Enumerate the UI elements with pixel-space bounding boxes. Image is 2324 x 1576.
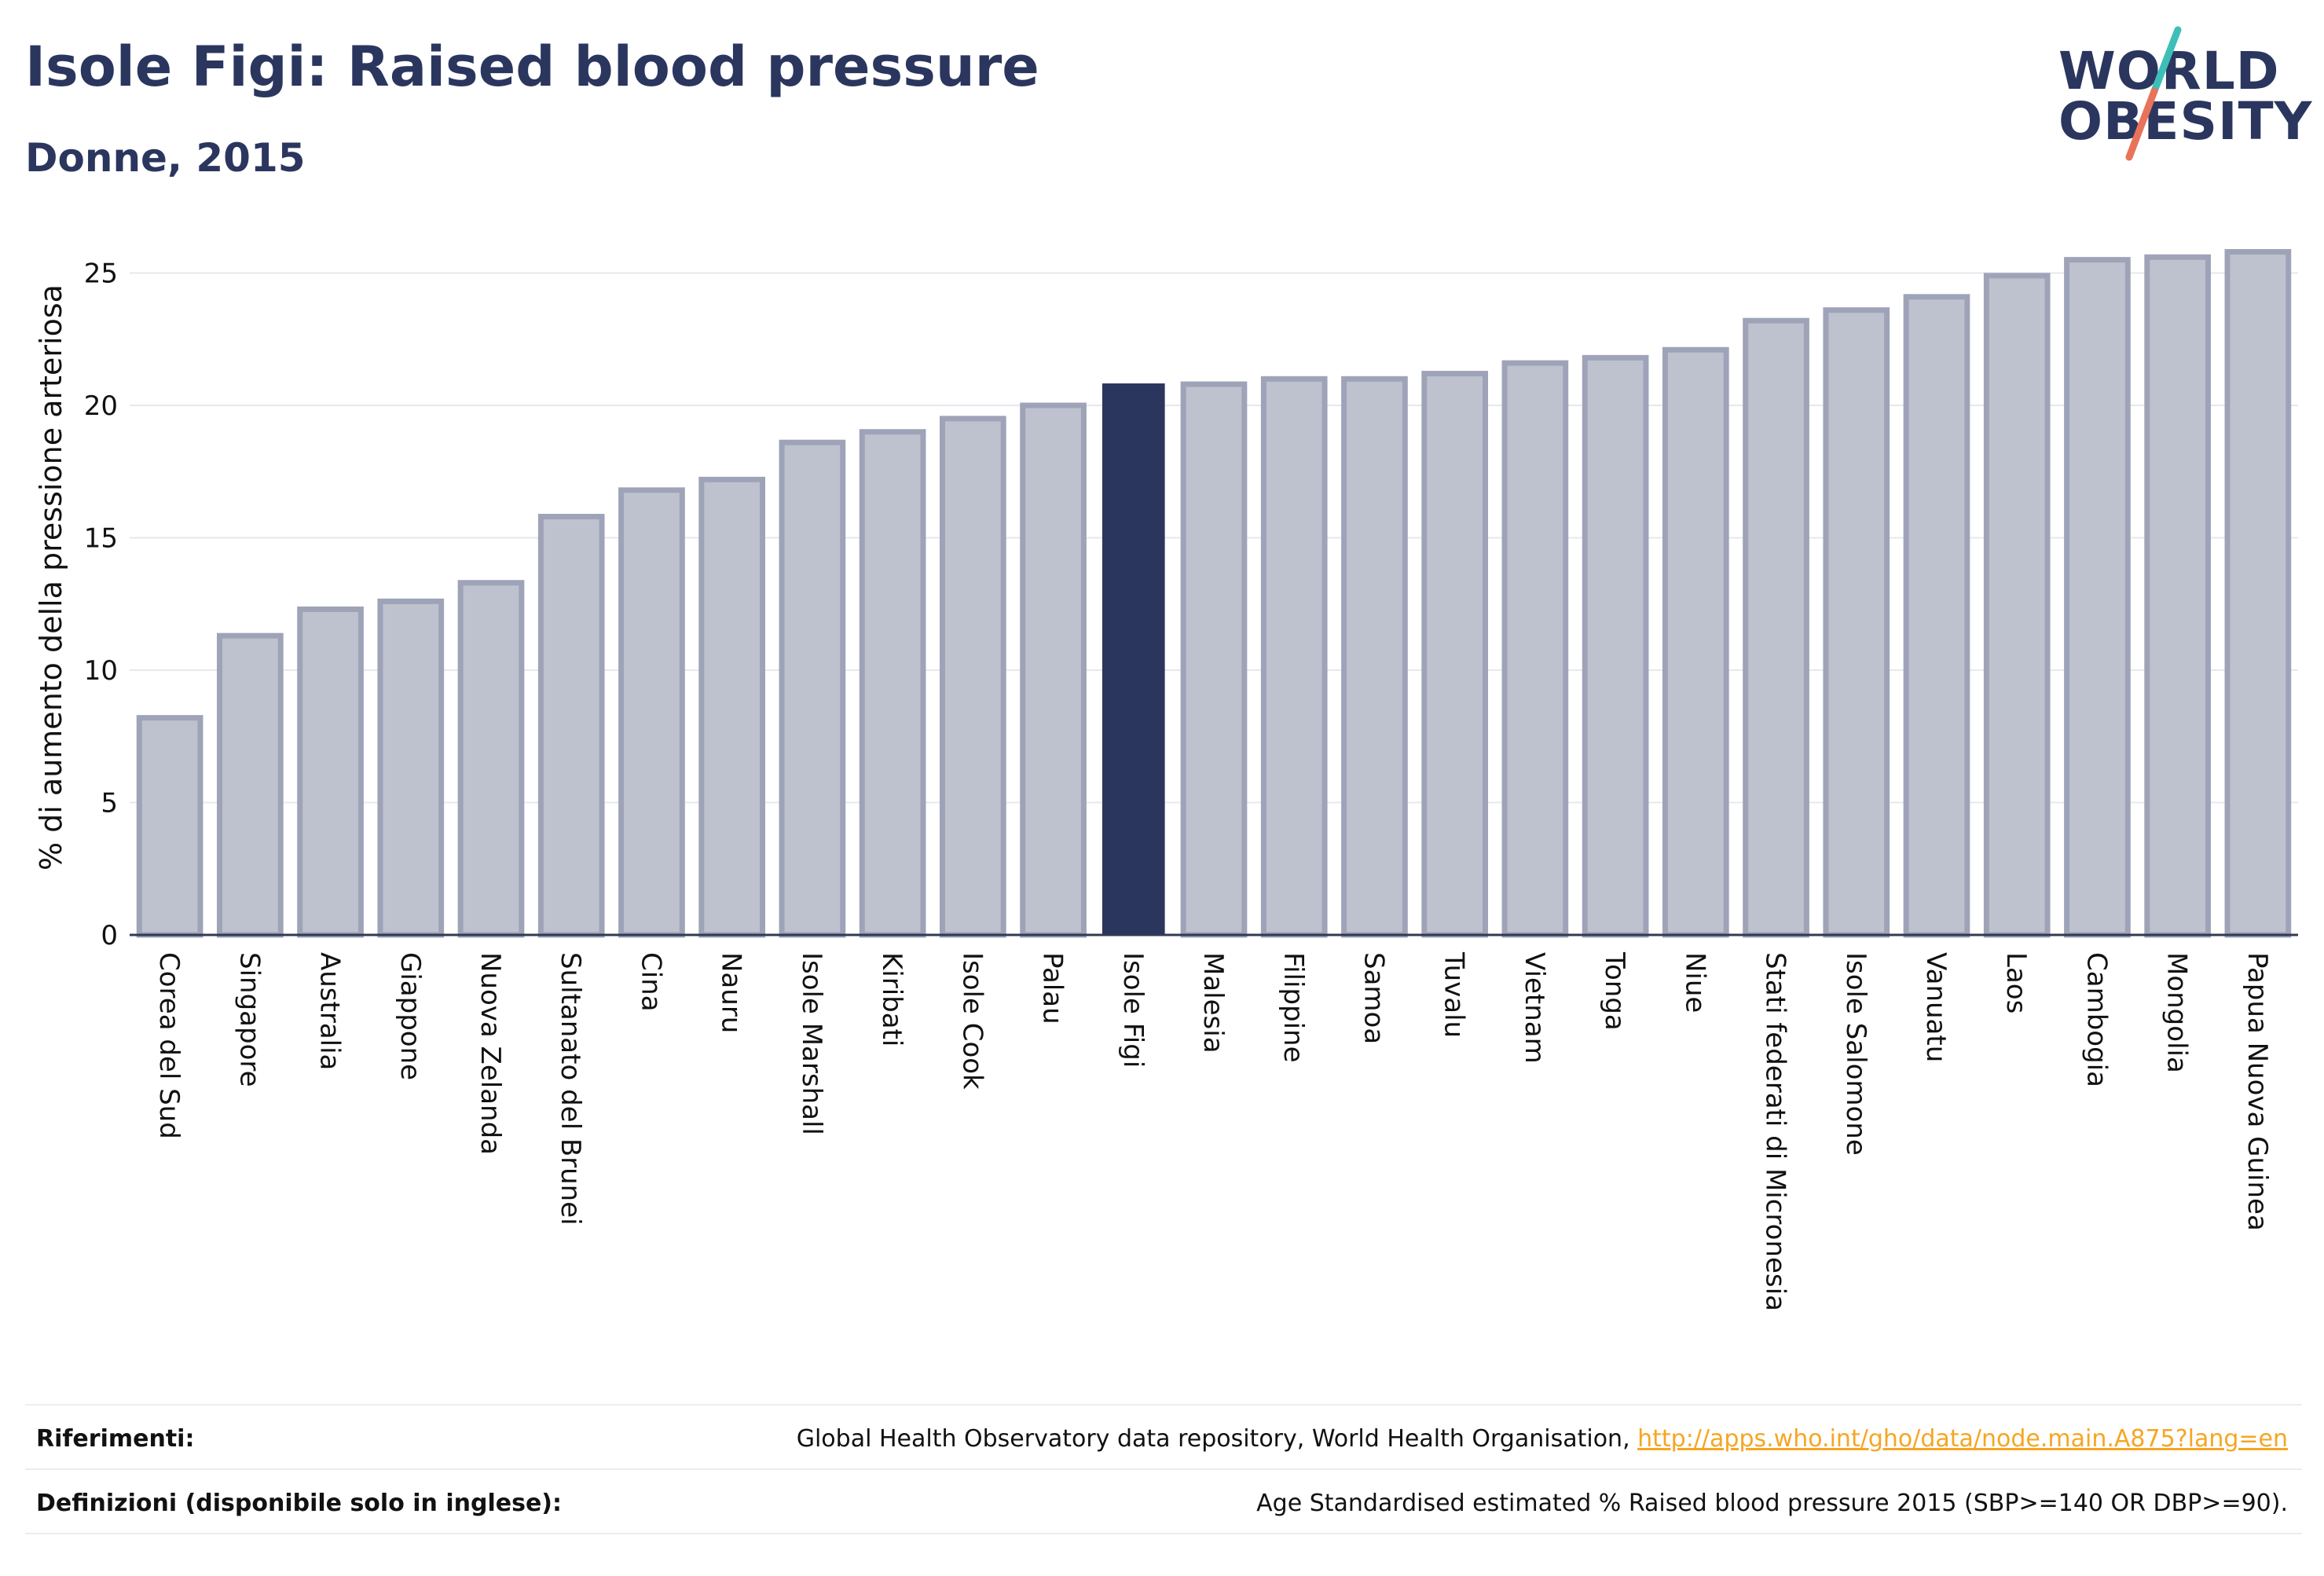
bar-malesia (1180, 381, 1248, 938)
bar-singapore (216, 632, 284, 938)
x-tick-label: Cina (635, 952, 666, 1012)
x-tick-label: Stati federati di Micronesia (1760, 952, 1791, 1311)
x-tick-label: Cambogia (2080, 952, 2112, 1087)
bar-niue (1662, 346, 1729, 938)
x-tick-label: Tonga (1599, 951, 1630, 1031)
x-tick-label: Malesia (1197, 952, 1229, 1054)
bar-cambogia (2064, 257, 2131, 938)
bar-giappone (377, 598, 445, 938)
x-tick-label: Australia (314, 952, 346, 1070)
chart-subtitle: Donne, 2015 (25, 135, 306, 181)
y-tick-label: 10 (84, 655, 118, 687)
definitions-label: Definizioni (disponibile solo in inglese… (36, 1490, 562, 1517)
footer-divider (25, 1468, 2302, 1470)
x-tick-label: Giappone (394, 952, 426, 1080)
references-link[interactable]: http://apps.who.int/gho/data/node.main.A… (1637, 1425, 2288, 1453)
x-tick-label: Isole Cook (956, 952, 988, 1090)
x-tick-label: Filippine (1277, 952, 1309, 1063)
definitions-text: Age Standardised estimated % Raised bloo… (1256, 1490, 2288, 1517)
bar-isole-cook (939, 416, 1006, 938)
x-tick-label: Mongolia (2161, 952, 2193, 1073)
bar-stati-federati-di-micronesia (1743, 317, 1809, 938)
references-label: Riferimenti: (36, 1425, 195, 1453)
bar-palau (1020, 402, 1087, 938)
bar-vietnam (1501, 360, 1569, 938)
x-tick-label: Vietnam (1519, 952, 1550, 1064)
references-value: Global Health Observatory data repositor… (797, 1425, 2288, 1453)
bar-australia (297, 606, 364, 938)
x-tick-label: Corea del Sud (153, 952, 185, 1139)
bar-samoa (1341, 376, 1408, 938)
y-tick-label: 5 (101, 788, 118, 819)
bar-tuvalu (1421, 371, 1489, 938)
references-text: Global Health Observatory data repositor… (796, 1425, 1638, 1453)
bar-papua-nuova-guinea (2224, 249, 2292, 938)
x-tick-label: Kiribati (876, 952, 907, 1046)
x-tick-label: Palau (1037, 952, 1069, 1024)
bar-isole-marshall (779, 439, 846, 938)
bar-nuova-zelanda (457, 580, 525, 938)
bar-mongolia (2144, 254, 2212, 938)
x-tick-label: Laos (2000, 952, 2032, 1013)
x-tick-label: Isole Marshall (796, 952, 827, 1135)
bar-cina (618, 487, 685, 938)
x-tick-label: Papua Nuova Guinea (2242, 952, 2273, 1231)
y-axis-title: % di aumento della pressione arteriosa (34, 284, 68, 870)
y-tick-label: 15 (84, 523, 118, 555)
y-tick-label: 0 (101, 920, 118, 951)
x-tick-label: Vanuatu (1920, 952, 1952, 1062)
chart-title: Isole Figi: Raised blood pressure (25, 35, 1039, 99)
logo-word-2: OBESITY (2058, 91, 2313, 152)
bar-sultanato-del-brunei (537, 514, 605, 938)
bar-isole-salomone (1823, 307, 1890, 938)
x-tick-label: Niue (1679, 952, 1710, 1013)
x-tick-label: Nauru (716, 952, 747, 1033)
bar-laos (1983, 273, 2051, 938)
bar-corea-del-sud (136, 715, 203, 938)
x-tick-label: Sultanato del Brunei (555, 952, 586, 1226)
footer-divider (25, 1533, 2302, 1534)
footer-divider (25, 1404, 2302, 1406)
y-tick-label: 20 (84, 390, 118, 422)
bar-chart: 0 5 10 15 20 25 % di aumento della pressione a… (34, 249, 2298, 1311)
bar-nauru (698, 476, 766, 938)
x-tick-label: Samoa (1358, 952, 1389, 1044)
x-tick-label: Isole Figi (1117, 952, 1149, 1068)
x-tick-label: Isole Salomone (1840, 952, 1871, 1156)
bar-isole-figi (1102, 383, 1165, 936)
bar-vanuatu (1903, 294, 1970, 938)
bar-filippine (1260, 376, 1328, 938)
y-tick-label: 25 (84, 258, 118, 290)
x-tick-label: Singapore (233, 952, 265, 1087)
logo-slash-icon (2125, 26, 2182, 161)
bar-tonga (1582, 354, 1649, 938)
bar-kiribati (859, 429, 926, 938)
x-tick-label: Nuova Zelanda (475, 952, 506, 1155)
x-tick-label: Tuvalu (1439, 951, 1470, 1038)
world-obesity-logo: WORLD OBESITY (2043, 24, 2313, 165)
